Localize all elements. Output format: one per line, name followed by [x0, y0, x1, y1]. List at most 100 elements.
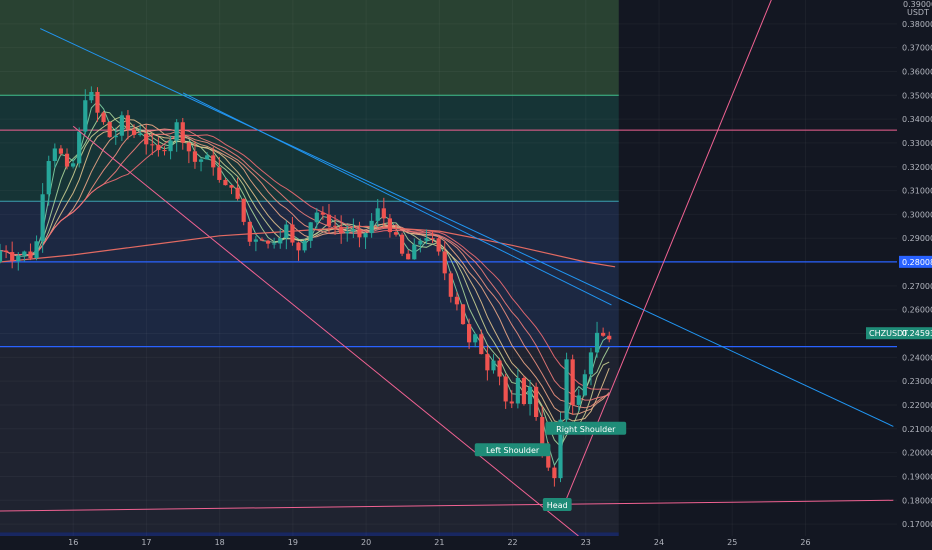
candle-up	[83, 100, 88, 132]
price-tick-label: 0.38000	[902, 20, 932, 29]
candle-down	[332, 225, 338, 227]
candle-down	[540, 417, 545, 451]
candle-down	[601, 332, 606, 336]
candle-up	[582, 374, 587, 396]
pattern-label-bg	[545, 421, 627, 435]
ma-line	[0, 134, 610, 390]
candle-up	[34, 241, 39, 259]
candle-up	[314, 212, 319, 223]
price-tick-label: 0.27000	[902, 282, 932, 291]
candle-up	[46, 161, 51, 195]
candle-down	[290, 224, 295, 243]
price-tick-label: 0.17000	[902, 520, 932, 529]
candle-up	[272, 243, 277, 245]
candle-down	[223, 179, 228, 186]
candle-down	[509, 401, 514, 404]
candle-down	[259, 239, 265, 241]
candle-down	[10, 252, 15, 262]
pattern-label: Head	[542, 498, 572, 512]
candle-down	[497, 360, 502, 377]
price-tick-label: 0.35000	[902, 91, 932, 100]
candle-down	[211, 155, 216, 168]
horizontal-levels	[0, 94, 897, 348]
price-tick-label: 0.20000	[902, 449, 932, 458]
candle-up	[138, 133, 143, 135]
time-tick-label: 22	[507, 538, 517, 547]
marked-price-tag: 0.28008	[902, 258, 932, 267]
price-tick-label: 0.19000	[902, 472, 932, 481]
candle-down	[241, 198, 246, 222]
pink-trendline[interactable]	[0, 499, 894, 512]
blue-trendline[interactable]	[40, 28, 894, 427]
pattern-label-text: Right Shoulder	[556, 425, 616, 434]
candle-up	[113, 135, 118, 138]
pink-trendline[interactable]	[72, 125, 579, 537]
candle-down	[387, 218, 393, 233]
pattern-annotations: Left Shoulder Head Right Shoulder	[474, 421, 627, 512]
candle-up	[284, 224, 289, 239]
candle-down	[570, 359, 575, 405]
candle-down	[162, 149, 167, 152]
candle-up	[198, 159, 204, 162]
price-axis[interactable]: 0.38000 0.37000 0.36000 0.35000 0.34000 0.330…	[866, 0, 932, 550]
candle-up	[564, 359, 569, 420]
teal-zone	[0, 95, 619, 202]
candle-down	[436, 238, 441, 252]
ma-line	[0, 123, 610, 415]
time-tick-label: 19	[288, 538, 298, 547]
candle-down	[521, 378, 527, 405]
candle-down	[58, 148, 64, 154]
price-axis-panel	[897, 0, 932, 550]
time-tick-label: 21	[434, 538, 444, 547]
candle-down	[217, 167, 222, 180]
bottom-navy-zone	[0, 532, 619, 536]
candle-up	[424, 238, 429, 241]
candle-up	[515, 378, 520, 404]
candle-down	[467, 324, 472, 343]
candle-up	[71, 163, 76, 167]
currency-label: USDT	[907, 8, 929, 17]
pink-trendline[interactable]	[563, 0, 776, 506]
candle-up	[205, 155, 210, 160]
time-tick-label: 26	[800, 538, 810, 547]
candle-down	[3, 250, 9, 253]
chart-grid	[0, 0, 897, 536]
candle-down	[64, 153, 70, 167]
time-axis[interactable]: 16 17 18 19 20 21 22 23 24 25 26	[0, 536, 932, 550]
blue-trendline[interactable]	[182, 92, 612, 306]
candle-down	[326, 214, 332, 226]
candle-down	[460, 304, 466, 325]
price-tick-label: 0.32000	[902, 163, 932, 172]
moving-average-ribbon	[0, 100, 616, 467]
candle-up	[40, 194, 45, 242]
time-tick-label: 20	[361, 538, 371, 547]
time-tick-label: 18	[215, 538, 225, 547]
candle-up	[52, 148, 57, 162]
price-tick-label: 0.30000	[902, 210, 932, 219]
candle-down	[503, 376, 508, 402]
candle-up	[89, 91, 94, 101]
time-axis-panel	[0, 536, 932, 550]
candle-up	[253, 239, 258, 242]
candle-down	[235, 187, 240, 199]
last-price-tag: 0.24593	[902, 329, 932, 338]
candle-up	[22, 251, 27, 256]
candle-down	[150, 144, 155, 146]
candle-up	[77, 131, 82, 164]
candle-up	[418, 240, 423, 245]
price-tick-label: 0.33000	[902, 139, 932, 148]
pattern-label: Right Shoulder	[545, 421, 627, 435]
upper-green-zone	[0, 0, 619, 96]
pattern-label-text: Left Shoulder	[486, 446, 540, 455]
candle-down	[180, 122, 185, 143]
candle-down	[320, 212, 325, 215]
candle-down	[393, 232, 399, 235]
trendlines[interactable]	[0, 0, 894, 537]
candle-down	[399, 234, 405, 254]
candle-down	[357, 229, 362, 238]
candle-up	[558, 419, 563, 479]
candle-down	[406, 253, 411, 260]
candle-down	[229, 185, 234, 188]
candle-down	[339, 226, 344, 234]
